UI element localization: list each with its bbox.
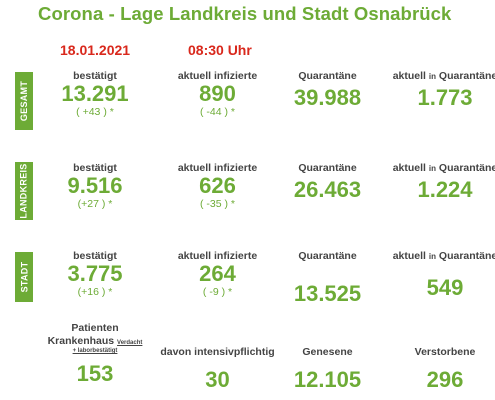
icu-patients: davon intensivpflichtig 30 — [160, 346, 275, 391]
current-quarantine-label: aktuell in Quarantäne — [392, 70, 495, 82]
current-quarantine-value: 1.224 — [417, 177, 473, 202]
active-value: 626 — [199, 173, 236, 198]
section-label-landkreis: LANDKREIS — [15, 162, 33, 220]
report-date: 18.01.2021 — [60, 42, 131, 58]
quarantine-value: 26.463 — [293, 177, 362, 202]
confirmed-value: 13.291 — [61, 81, 129, 106]
deaths: Verstorbene 296 — [385, 346, 495, 391]
active-label: aktuell infizierte — [177, 162, 258, 174]
confirmed-label: bestätigt — [73, 162, 117, 174]
current-quarantine-value: 1.773 — [417, 85, 473, 110]
active-label: aktuell infizierte — [177, 250, 258, 262]
confirmed-delta: (+27 ) * — [77, 198, 113, 211]
active-value: 890 — [199, 81, 236, 106]
icu-value: 30 — [205, 367, 230, 392]
quarantine-value: 13.525 — [293, 281, 362, 306]
quarantine-label: Quarantäne — [298, 250, 357, 262]
section-gesamt: bestätigt 13.291 ( +43 ) * aktuell infiz… — [40, 70, 495, 145]
section-landkreis: bestätigt 9.516 (+27 ) * aktuell infizie… — [40, 162, 495, 237]
deaths-label: Verstorbene — [414, 346, 476, 358]
icu-label: davon intensivpflichtig — [160, 346, 275, 358]
confirmed-delta: (+16 ) * — [77, 286, 113, 299]
active-delta: ( -9 ) * — [202, 286, 233, 299]
report-time: 08:30 Uhr — [188, 42, 252, 58]
confirmed-value: 3.775 — [67, 261, 123, 286]
section-stadt: bestätigt 3.775 (+16 ) * aktuell infizie… — [40, 250, 495, 320]
patients-value: 153 — [76, 360, 114, 386]
page-title: Corona - Lage Landkreis und Stadt Osnabr… — [38, 3, 452, 24]
active-label: aktuell infizierte — [177, 70, 258, 82]
confirmed-delta: ( +43 ) * — [76, 106, 114, 119]
active-value: 264 — [199, 261, 236, 286]
deaths-value: 296 — [426, 367, 464, 392]
recovered: Genesene 12.105 — [280, 346, 375, 391]
section-label-stadt: STADT — [15, 252, 33, 302]
confirmed-label: bestätigt — [73, 70, 117, 82]
patients-label: Patienten Krankenhaus Verdacht + laborbe… — [47, 322, 143, 355]
active-delta: ( -44 ) * — [199, 106, 235, 119]
confirmed-label: bestätigt — [73, 250, 117, 262]
hospital-patients: Patienten Krankenhaus Verdacht + laborbe… — [40, 322, 150, 385]
quarantine-value: 39.988 — [293, 85, 362, 110]
quarantine-label: Quarantäne — [298, 70, 357, 82]
current-quarantine-label: aktuell in Quarantäne — [392, 250, 495, 262]
quarantine-label: Quarantäne — [298, 162, 357, 174]
current-quarantine-label: aktuell in Quarantäne — [392, 162, 495, 174]
recovered-value: 12.105 — [293, 367, 362, 392]
summary-row: Patienten Krankenhaus Verdacht + laborbe… — [40, 322, 495, 397]
active-delta: ( -35 ) * — [199, 198, 235, 211]
confirmed-value: 9.516 — [67, 173, 123, 198]
recovered-label: Genesene — [302, 346, 353, 358]
current-quarantine-value: 549 — [426, 275, 464, 300]
section-label-gesamt: GESAMT — [15, 72, 33, 130]
